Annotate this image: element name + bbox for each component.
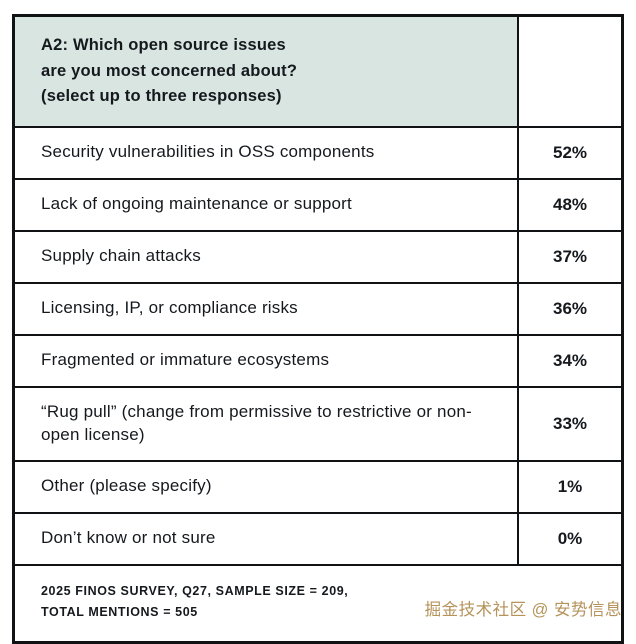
row-label: Supply chain attacks: [15, 231, 519, 282]
table-row: Fragmented or immature ecosystems 34%: [15, 335, 621, 388]
row-value: 0%: [557, 528, 583, 548]
table-footer-row: 2025 FINOS SURVEY, Q27, SAMPLE SIZE = 20…: [15, 566, 621, 642]
row-label: Licensing, IP, or compliance risks: [15, 283, 519, 334]
row-value: 33%: [552, 413, 588, 433]
table-row: Security vulnerabilities in OSS componen…: [15, 127, 621, 180]
row-value: 48%: [552, 194, 588, 214]
row-value: 1%: [557, 476, 583, 496]
header-value-spacer: [519, 17, 621, 126]
row-label: Other (please specify): [15, 461, 519, 512]
row-value: 37%: [552, 246, 588, 266]
source-note: 2025 FINOS SURVEY, Q27, SAMPLE SIZE = 20…: [41, 583, 349, 620]
table-row: Lack of ongoing maintenance or support 4…: [15, 179, 621, 232]
row-value: 36%: [552, 298, 588, 318]
row-label: Fragmented or immature ecosystems: [15, 335, 519, 386]
row-label: Lack of ongoing maintenance or support: [15, 179, 519, 230]
table-row: Supply chain attacks 37%: [15, 231, 621, 284]
survey-results-table: A2: Which open source issues are you mos…: [12, 14, 624, 644]
row-value: 52%: [552, 142, 588, 162]
table-row: Other (please specify) 1%: [15, 461, 621, 514]
table-row: Licensing, IP, or compliance risks 36%: [15, 283, 621, 336]
watermark-text: 掘金技术社区 @ 安势信息: [424, 601, 622, 619]
row-label: Don’t know or not sure: [15, 513, 519, 564]
row-label: Security vulnerabilities in OSS componen…: [15, 127, 519, 178]
row-label: “Rug pull” (change from permissive to re…: [15, 387, 519, 460]
row-value: 34%: [552, 350, 588, 370]
table-row: Don’t know or not sure 0%: [15, 513, 621, 566]
table-row: “Rug pull” (change from permissive to re…: [15, 387, 621, 462]
table-header-row: A2: Which open source issues are you mos…: [15, 17, 621, 128]
question-header: A2: Which open source issues are you mos…: [15, 17, 519, 126]
